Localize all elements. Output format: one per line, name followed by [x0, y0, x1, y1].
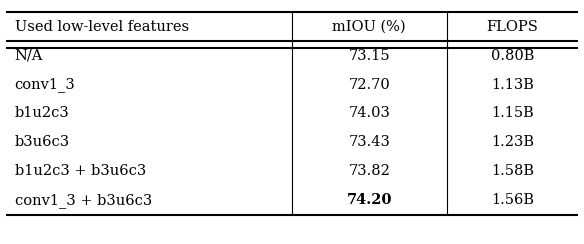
Text: 0.80B: 0.80B — [491, 49, 534, 63]
Text: N/A: N/A — [15, 49, 43, 63]
Text: b1u2c3 + b3u6c3: b1u2c3 + b3u6c3 — [15, 164, 146, 178]
Text: 73.15: 73.15 — [349, 49, 390, 63]
Text: b1u2c3: b1u2c3 — [15, 106, 69, 121]
Text: mIOU (%): mIOU (%) — [332, 20, 406, 34]
Text: Used low-level features: Used low-level features — [15, 20, 189, 34]
Text: conv1_3 + b3u6c3: conv1_3 + b3u6c3 — [15, 193, 152, 208]
Text: 74.20: 74.20 — [346, 193, 392, 207]
Text: 1.58B: 1.58B — [491, 164, 534, 178]
Text: FLOPS: FLOPS — [486, 20, 538, 34]
Text: 73.43: 73.43 — [348, 135, 390, 149]
Text: 72.70: 72.70 — [349, 78, 390, 92]
Text: 1.23B: 1.23B — [491, 135, 534, 149]
Text: 1.56B: 1.56B — [491, 193, 534, 207]
Text: conv1_3: conv1_3 — [15, 77, 75, 92]
Text: 1.13B: 1.13B — [491, 78, 534, 92]
Text: 73.82: 73.82 — [348, 164, 390, 178]
Text: b3u6c3: b3u6c3 — [15, 135, 69, 149]
Text: 1.15B: 1.15B — [491, 106, 534, 121]
Text: 74.03: 74.03 — [348, 106, 390, 121]
